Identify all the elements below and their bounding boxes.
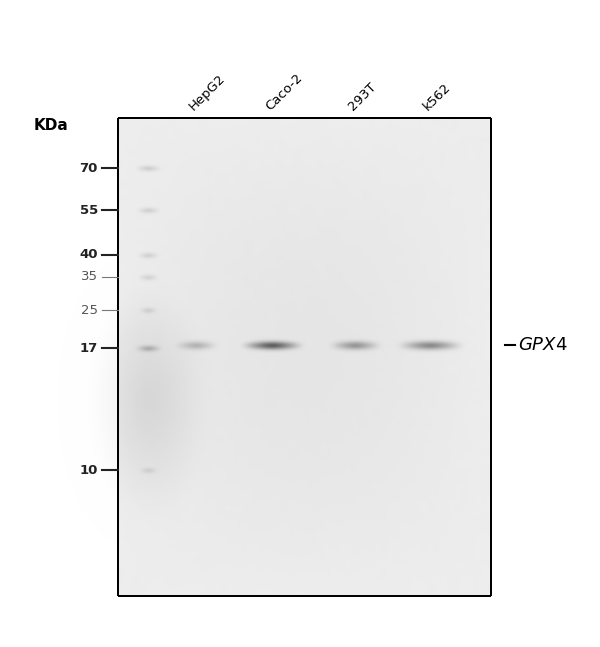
Text: KDa: KDa [33, 118, 68, 133]
Text: 293T: 293T [346, 80, 379, 113]
Text: 25: 25 [81, 303, 98, 316]
Text: HepG2: HepG2 [187, 72, 228, 113]
Text: k562: k562 [421, 80, 454, 113]
Text: 55: 55 [80, 204, 98, 217]
Text: 40: 40 [79, 248, 98, 261]
Text: Caco-2: Caco-2 [263, 71, 305, 113]
Text: 10: 10 [80, 463, 98, 476]
Text: 17: 17 [80, 342, 98, 355]
Text: 70: 70 [80, 162, 98, 175]
Text: 35: 35 [81, 270, 98, 283]
Text: $\it{GPX4}$: $\it{GPX4}$ [518, 336, 568, 354]
